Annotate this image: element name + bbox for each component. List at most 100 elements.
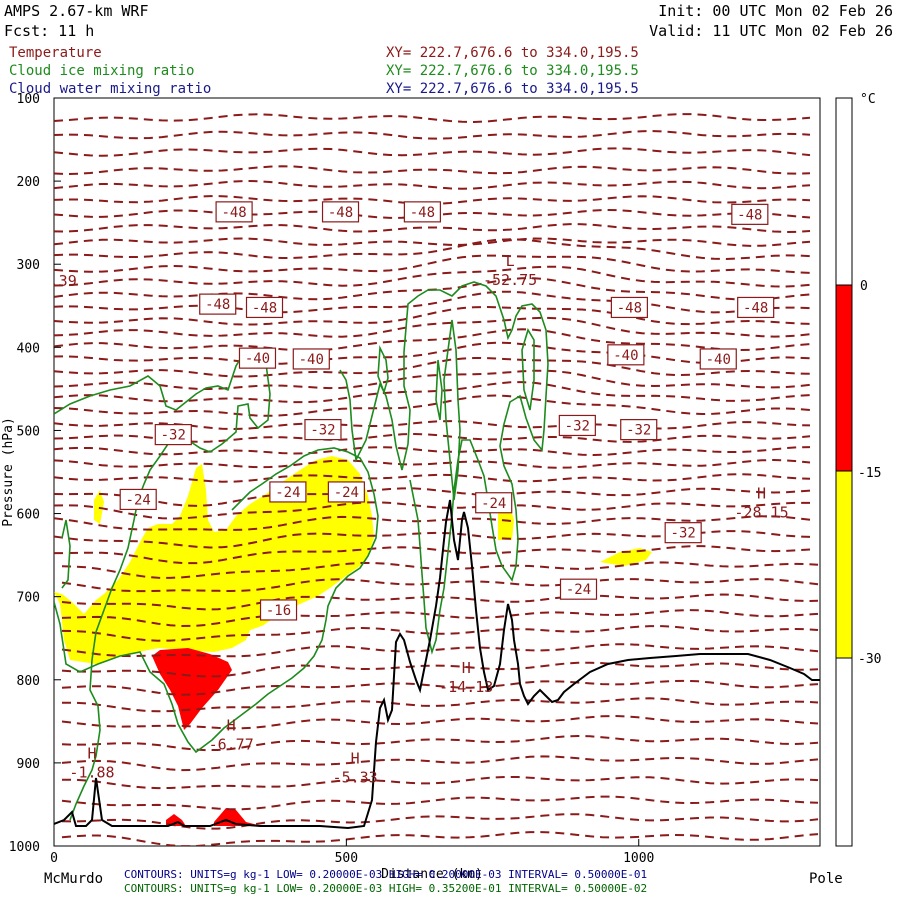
temperature-label: -32	[664, 522, 702, 544]
temperature-label-box	[664, 522, 702, 544]
isotherm-line	[54, 165, 811, 176]
isotherm-line	[54, 130, 811, 140]
ice-contour-wisp	[377, 345, 389, 395]
temperature-labels: -48 -48 -48 -48 -48 -48 -48 -48 -40 -40 -40 -40 -32 -…	[119, 201, 775, 621]
extremum-kind: H	[87, 745, 96, 763]
extremum-kind: H	[462, 659, 471, 677]
extrema-labels: L-52.75H-28.15H-14.13H-6.77H-5.33H-1.881…	[41, 252, 789, 787]
isotherm-line	[54, 473, 811, 483]
temperature-label-box	[737, 296, 775, 319]
x-axis-label: Distance (km)	[381, 867, 483, 882]
extremum-value: -5.33	[333, 769, 378, 787]
isotherm-line	[54, 446, 811, 457]
extremum-value: -52.75	[483, 271, 537, 289]
y-axis: 100 200 300 400 500 600 700 800 900 1000	[9, 92, 61, 855]
temperature-label-box	[292, 348, 330, 370]
cloud-water-yellow	[54, 456, 652, 664]
temperature-label: -40	[292, 348, 330, 370]
temperature-label-text: -24	[126, 492, 151, 508]
isotherm-line	[61, 679, 819, 696]
ice-contour-lower	[54, 447, 379, 754]
temperature-label-text: -40	[706, 352, 731, 368]
temperature-label: -48	[731, 203, 769, 225]
extremum-value: 1.39	[41, 272, 77, 290]
colorbar-white-bottom	[835, 657, 853, 847]
red-small-2	[214, 808, 262, 826]
isotherm-line	[54, 545, 811, 565]
temperature-label-box	[245, 296, 284, 319]
extremum-kind: H	[351, 750, 360, 768]
temperature-label-box	[559, 578, 598, 600]
field-ice-xy: XY= 222.7,676.6 to 334.0,195.5	[386, 63, 639, 79]
valid-time: Valid: 11 UTC Mon 02 Feb 26	[649, 22, 893, 40]
isotherm-line	[61, 795, 819, 811]
forecast-hour: Fcst: 11 h	[4, 22, 94, 40]
field-ice: Cloud ice mixing ratio	[9, 63, 194, 79]
y-tick-label: 100	[17, 92, 40, 107]
temperature-label: -48	[737, 296, 775, 319]
temperature-label-text: -24	[334, 485, 359, 501]
isotherm-line	[54, 265, 811, 288]
temperature-label-text: -32	[565, 418, 590, 434]
isotherm-line	[61, 643, 819, 658]
y-tick-label: 400	[17, 341, 40, 356]
temperature-label-text: -24	[566, 582, 591, 598]
isotherm-line	[61, 625, 819, 642]
extremum-value: -14.13	[439, 678, 493, 696]
temperature-label-box	[154, 424, 192, 446]
temperature-label-box	[475, 492, 513, 514]
temperature-label: -48	[610, 296, 648, 319]
isotherm-line	[54, 254, 811, 274]
temperature-label: -40	[238, 347, 277, 369]
temperature-label: -48	[199, 293, 237, 315]
field-temperature: Temperature	[9, 45, 102, 61]
temperature-label: -32	[154, 424, 192, 446]
temperature-label-box	[699, 348, 737, 370]
temperature-label-box	[215, 201, 253, 223]
temperature-label: -16	[259, 599, 298, 621]
temperature-label-text: -32	[626, 423, 651, 439]
isotherm-line	[54, 381, 811, 404]
extremum-kind: H	[227, 716, 236, 734]
colorbar-tick-15: -15	[858, 466, 881, 481]
temperature-label-text: -24	[481, 496, 506, 512]
temperature-label-text: -32	[671, 526, 696, 542]
isotherm-line	[54, 458, 811, 469]
temperature-label-box	[199, 293, 237, 315]
y-tick-label: 1000	[9, 840, 40, 855]
temperature-label: -48	[321, 201, 360, 223]
ice-contour-core	[435, 319, 535, 501]
footer-line-2: CONTOURS: UNITS=g kg-1 LOW= 0.20000E-03 …	[124, 882, 647, 895]
temperature-label-text: -32	[161, 428, 186, 444]
extremum-value: -6.77	[209, 735, 254, 753]
temperature-label-box	[607, 344, 645, 366]
x-tick-label: 500	[335, 851, 358, 866]
temperature-label: -24	[269, 481, 307, 503]
temperature-label: -32	[558, 414, 596, 437]
isotherm-line	[54, 305, 811, 326]
colorbar-red	[835, 284, 853, 472]
y-tick-label: 800	[17, 674, 40, 689]
isotherm-line	[61, 755, 819, 772]
field-water: Cloud water mixing ratio	[9, 81, 211, 97]
temperature-label: -40	[607, 344, 645, 366]
red-region-main	[152, 648, 232, 730]
isotherm-line	[62, 775, 819, 790]
yellow-region-main	[54, 456, 374, 664]
isotherm-line	[54, 179, 811, 190]
x-tick-label: 0	[50, 851, 58, 866]
field-temperature-xy: XY= 222.7,676.6 to 334.0,195.5	[386, 45, 639, 61]
colorbar-unit: °C	[860, 92, 876, 107]
temperature-label-box	[403, 201, 441, 223]
init-time: Init: 00 UTC Mon 02 Feb 26	[658, 2, 893, 20]
isotherm-line	[54, 341, 811, 365]
x-axis: 0 500 1000	[50, 839, 654, 866]
temperature-label-text: -48	[617, 300, 642, 316]
y-axis-label: Pressure (hPa)	[1, 417, 16, 527]
temperature-label: -48	[215, 201, 253, 223]
temperature-label-text: -48	[737, 207, 762, 223]
isotherm-line	[54, 223, 811, 234]
temperature-label: -48	[403, 201, 441, 223]
ice-contour-left-spike	[61, 519, 71, 589]
